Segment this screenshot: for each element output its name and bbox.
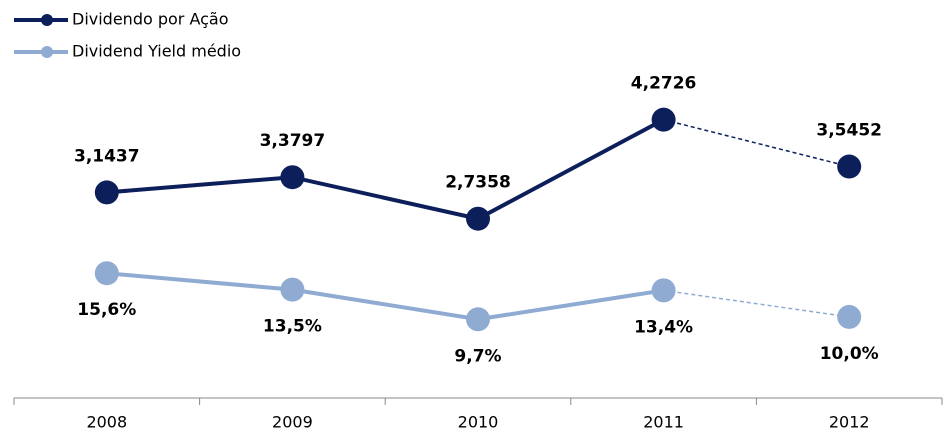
value-label: 2,7358	[445, 173, 511, 193]
legend-label: Dividend Yield médio	[72, 42, 241, 61]
marker	[280, 165, 305, 190]
value-label: 3,3797	[260, 131, 326, 151]
value-label: 13,5%	[263, 317, 322, 337]
legend-marker	[41, 14, 53, 26]
marker	[466, 307, 490, 332]
marker	[837, 154, 862, 179]
value-label: 15,6%	[77, 300, 136, 320]
marker	[94, 261, 119, 286]
series-line-dashed	[663, 289, 850, 318]
value-label: 10,0%	[820, 344, 879, 364]
value-label: 3,5452	[816, 121, 882, 141]
value-label: 3,1437	[74, 146, 140, 166]
marker	[837, 304, 862, 329]
x-tick-label: 2008	[86, 413, 127, 431]
x-tick-label: 2009	[272, 413, 313, 431]
x-tick-label: 2010	[458, 413, 499, 431]
value-label: 4,2726	[631, 74, 697, 94]
marker	[94, 180, 119, 205]
series-line-dashed	[663, 118, 850, 168]
value-label: 13,4%	[634, 317, 693, 337]
series-line	[106, 117, 665, 221]
x-tick-label: 2011	[643, 413, 684, 431]
series-line	[106, 271, 664, 322]
marker	[651, 107, 676, 132]
value-label: 9,7%	[454, 346, 501, 366]
legend-marker	[41, 46, 53, 58]
x-tick-label: 2012	[829, 413, 870, 431]
marker	[466, 206, 490, 231]
legend-label: Dividendo por Ação	[72, 10, 229, 29]
marker	[280, 277, 305, 302]
marker	[651, 278, 676, 303]
